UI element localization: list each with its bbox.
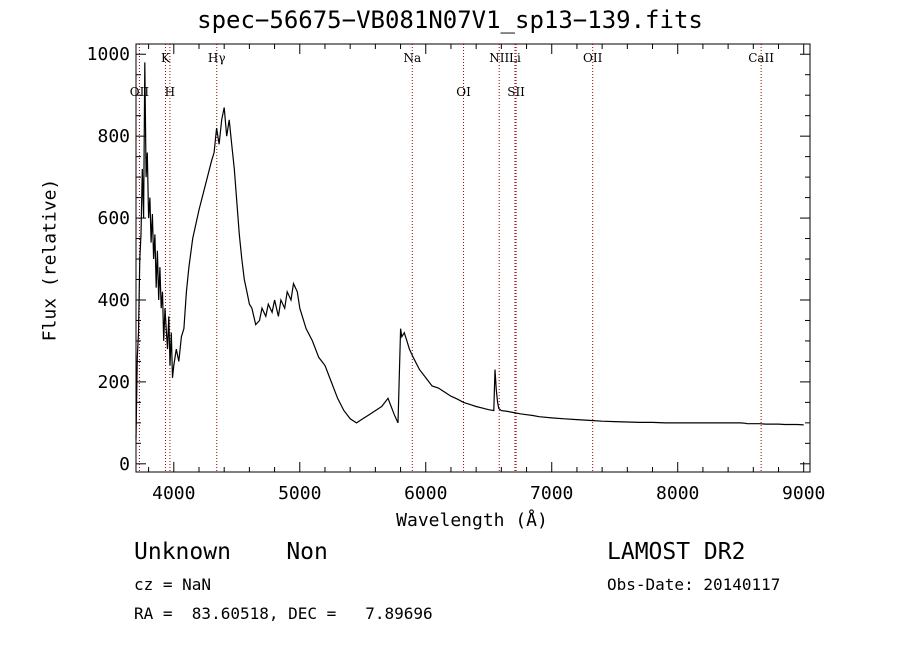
x-tick-label: 6000 — [404, 483, 447, 504]
redshift-label: cz = NaN — [134, 575, 212, 594]
spectral-line-label: NII — [489, 51, 509, 65]
obs-date-label: Obs-Date: 20140117 — [607, 575, 781, 594]
y-tick-label: 200 — [97, 372, 130, 393]
spectrum-line — [135, 62, 804, 440]
x-tick-label: 9000 — [782, 483, 825, 504]
coordinates-label: RA = 83.60518, DEC = 7.89696 — [134, 604, 433, 623]
x-tick-label: 5000 — [278, 483, 321, 504]
spectral-line-label: OII — [583, 51, 603, 65]
survey-label: LAMOST DR2 — [607, 539, 746, 565]
spectral-line-label: K — [161, 51, 171, 65]
spectral-line-label: CaII — [748, 51, 774, 65]
y-tick-label: 800 — [97, 126, 130, 147]
x-tick-label: 7000 — [530, 483, 573, 504]
y-tick-label: 0 — [119, 454, 130, 475]
x-tick-label: 8000 — [656, 483, 699, 504]
spectral-line-label: H — [165, 85, 175, 99]
x-tick-label: 4000 — [152, 483, 195, 504]
x-axis-label: Wavelength (Å) — [396, 510, 548, 531]
plot-frame — [135, 43, 811, 473]
spectral-line-label: Hγ — [208, 51, 226, 65]
spectral-line-label: OI — [456, 85, 471, 99]
object-class-label: Unknown Non — [134, 539, 328, 565]
y-tick-label: 1000 — [87, 44, 130, 65]
spectral-line-label: SII — [507, 85, 525, 99]
chart-title: spec−56675−VB081N07V1_sp13−139.fits — [197, 6, 703, 34]
spectral-line-label: Li — [509, 51, 521, 65]
y-tick-label: 400 — [97, 290, 130, 311]
spectral-line-label: Na — [403, 51, 421, 65]
y-axis-label: Flux (relative) — [39, 178, 61, 342]
y-tick-label: 600 — [97, 208, 130, 229]
spectral-line-label: OII — [130, 85, 150, 99]
